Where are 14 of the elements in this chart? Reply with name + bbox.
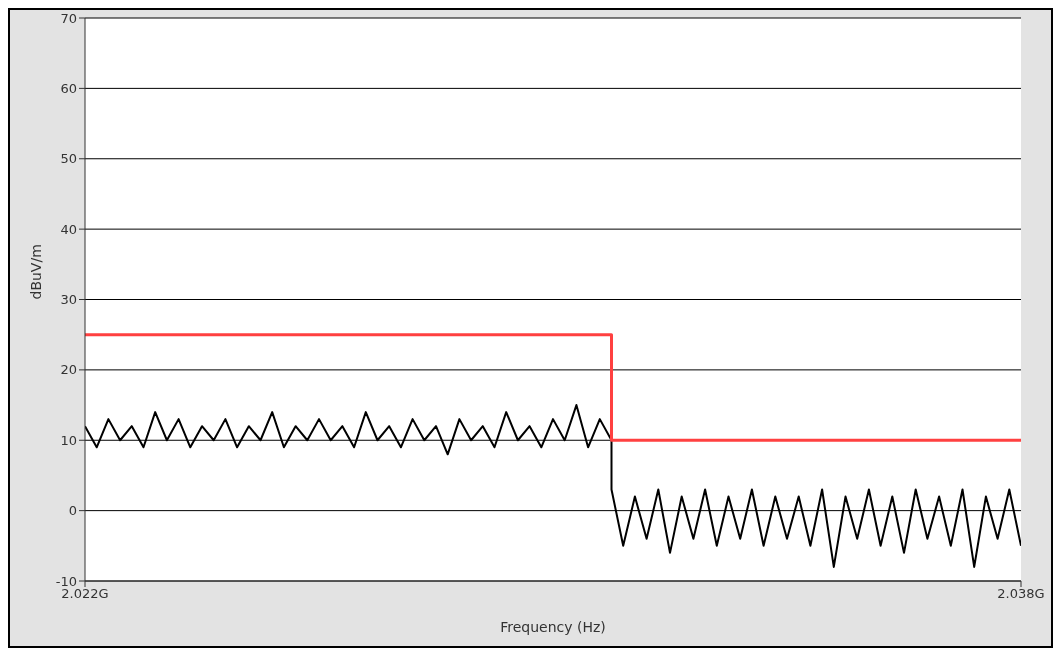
y-tick-label: 50 bbox=[60, 151, 77, 167]
y-tick-label: 0 bbox=[68, 503, 77, 519]
y-tick-label: 40 bbox=[60, 221, 77, 237]
x-axis-title: Frequency (Hz) bbox=[500, 619, 606, 635]
y-tick-label: 10 bbox=[60, 432, 77, 448]
y-tick-label: 60 bbox=[60, 80, 77, 96]
y-tick-label: -10 bbox=[55, 573, 77, 589]
line-series bbox=[85, 404, 1021, 568]
x-tick-label: 2.038G bbox=[997, 586, 1045, 602]
y-tick-label: 70 bbox=[60, 10, 77, 26]
x-tick-label: 2.022G bbox=[61, 586, 109, 602]
y-tick-label: 20 bbox=[60, 362, 77, 378]
y-tick-label: 30 bbox=[60, 292, 77, 308]
y-axis-title: dBuV/m bbox=[27, 244, 44, 300]
